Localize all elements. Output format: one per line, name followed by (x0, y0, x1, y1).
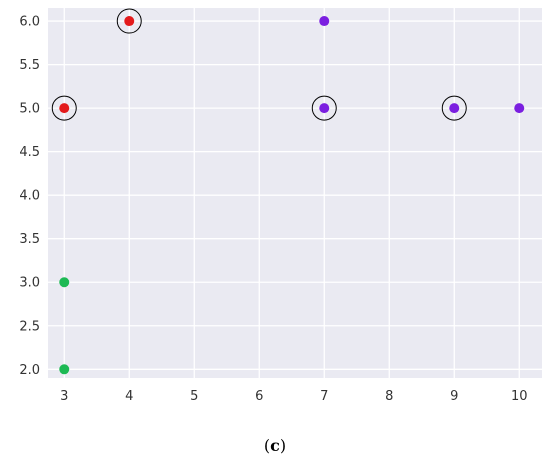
x-tick-label: 4 (125, 389, 133, 404)
highlight-ring (441, 95, 467, 121)
scatter-chart: 3 4 5 6 7 8 9 10 2.0 2.5 3.0 3.5 4.0 4.5 5.0 5.5 6.0 (19, 8, 542, 404)
data-points (51, 8, 525, 375)
y-tick-label: 5.5 (19, 58, 40, 73)
x-tick-label: 3 (60, 389, 68, 404)
data-point (514, 103, 525, 114)
figure-caption: (c) (0, 436, 550, 455)
y-tick-label: 2.5 (19, 319, 40, 334)
x-tick-label: 9 (450, 389, 458, 404)
data-point (59, 277, 70, 288)
y-tick-label: 2.0 (19, 363, 40, 378)
highlight-ring (311, 95, 337, 121)
plot-background (48, 8, 542, 378)
y-tick-label: 4.0 (19, 189, 40, 204)
y-axis-ticks: 2.0 2.5 3.0 3.5 4.0 4.5 5.0 5.5 6.0 (19, 15, 40, 378)
data-point (59, 364, 70, 375)
x-tick-label: 10 (511, 389, 528, 404)
data-point (124, 16, 135, 27)
highlight-ring (116, 8, 142, 34)
caption-open: ( (263, 436, 271, 455)
x-tick-label: 8 (385, 389, 393, 404)
y-tick-label: 5.0 (19, 102, 40, 117)
highlight-ring (51, 95, 77, 121)
x-tick-label: 6 (255, 389, 263, 404)
y-tick-label: 3.0 (19, 276, 40, 291)
y-tick-label: 4.5 (19, 145, 40, 160)
data-point (449, 103, 460, 114)
data-point (319, 103, 330, 114)
x-tick-label: 7 (320, 389, 328, 404)
caption-close: ) (279, 436, 287, 455)
x-tick-label: 5 (190, 389, 198, 404)
y-tick-label: 3.5 (19, 232, 40, 247)
caption-letter: c (270, 436, 280, 455)
data-point (59, 103, 70, 114)
y-tick-label: 6.0 (19, 15, 40, 30)
grid-lines (48, 8, 542, 378)
x-axis-ticks: 3 4 5 6 7 8 9 10 (60, 389, 527, 404)
data-point (319, 16, 330, 27)
